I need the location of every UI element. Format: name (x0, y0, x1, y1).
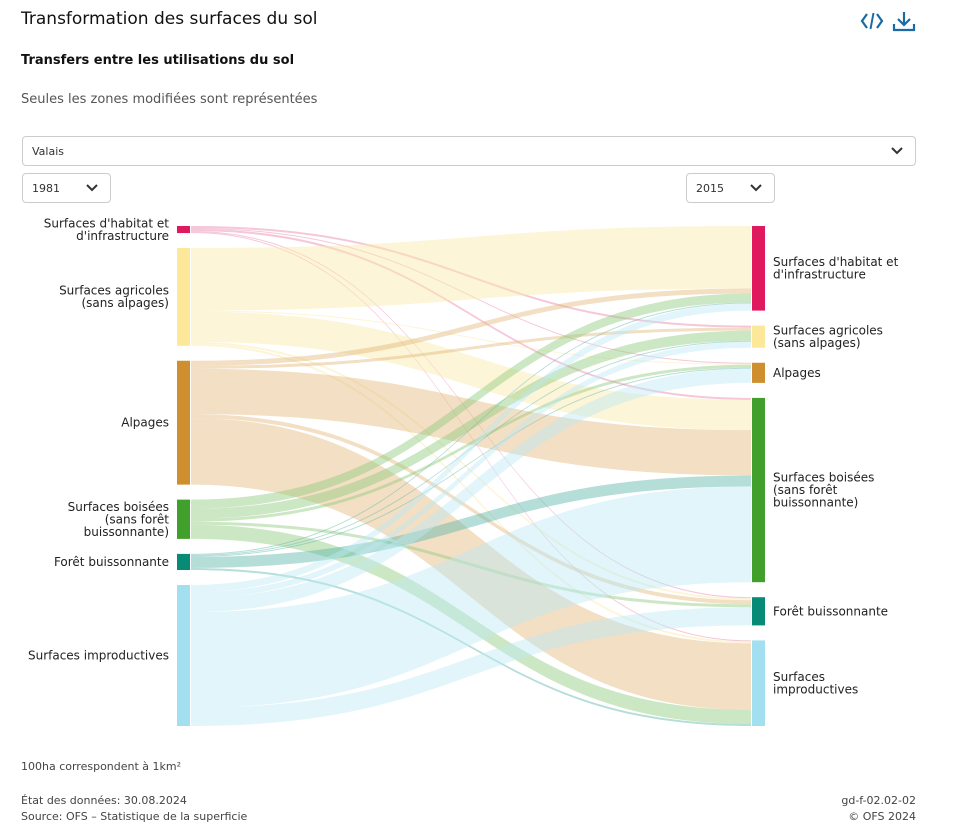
sankey-link-impr-to-alp[interactable] (191, 368, 751, 613)
node-label-left-agr: Surfaces agricoles (sans alpages) (59, 284, 169, 311)
year-from-value: 1981 (32, 181, 60, 195)
node-label-right-alp: Alpages (773, 366, 821, 380)
sankey-link-fb-to-hab[interactable] (191, 302, 751, 555)
toolbar (859, 9, 917, 33)
sankey-node-right-agr[interactable] (752, 325, 765, 348)
node-label-right-fb: Forêt buissonnante (773, 604, 888, 618)
sankey-node-right-impr[interactable] (752, 640, 765, 726)
sankey-link-impr-to-agr[interactable] (191, 341, 751, 599)
year-to-select[interactable]: 2015 (686, 173, 775, 203)
node-label-left-impr: Surfaces improductives (28, 649, 169, 663)
sankey-link-fb-to-agr[interactable] (191, 340, 751, 556)
sankey-node-left-agr[interactable] (177, 248, 190, 346)
sankey-node-right-alp[interactable] (752, 362, 765, 383)
sankey-node-left-fb[interactable] (177, 553, 190, 571)
sankey-link-hab-to-alp[interactable] (191, 228, 751, 364)
sankey-link-agr-to-alp[interactable] (191, 310, 751, 365)
sankey-link-hab-to-impr[interactable] (191, 232, 751, 642)
sankey-link-impr-to-bois[interactable] (191, 486, 751, 708)
node-label-left-fb: Forêt buissonnante (54, 555, 169, 569)
sankey-link-agr-to-fb[interactable] (191, 341, 751, 601)
year-to-value: 2015 (696, 181, 724, 195)
sankey-link-bois-to-alp[interactable] (191, 364, 751, 522)
sankey-link-fb-to-impr[interactable] (191, 567, 751, 726)
download-icon[interactable] (891, 9, 917, 33)
year-from-select[interactable]: 1981 (22, 173, 111, 203)
sankey-link-bois-to-agr[interactable] (191, 330, 751, 519)
embed-code-icon[interactable] (859, 9, 885, 33)
sankey-link-alp-to-bois[interactable] (191, 368, 751, 476)
source: Source: OFS – Statistique de la superfic… (21, 810, 248, 823)
sankey-link-alp-to-agr[interactable] (191, 327, 751, 369)
sankey-link-hab-to-fb[interactable] (191, 231, 751, 599)
sankey-link-agr-to-hab[interactable] (191, 226, 751, 311)
sankey-node-right-bois[interactable] (752, 397, 765, 583)
node-label-left-bois: Surfaces boisées (sans forêt buissonnante) (68, 500, 170, 539)
sankey-link-impr-to-fb[interactable] (191, 607, 751, 726)
sankey-link-fb-to-bois[interactable] (191, 475, 751, 568)
sankey-node-left-hab[interactable] (177, 226, 190, 234)
sankey-link-hab-to-bois[interactable] (191, 229, 751, 400)
page-title: Transformation des surfaces du sol (21, 9, 318, 29)
footer-right: gd-f-02.02-02 © OFS 2024 (841, 793, 916, 825)
sankey-link-bois-to-hab[interactable] (191, 293, 751, 509)
chart-code: gd-f-02.02-02 (841, 794, 916, 807)
region-select[interactable]: Valais (22, 136, 916, 166)
copyright: © OFS 2024 (848, 810, 916, 823)
node-label-right-hab: Surfaces d'habitat et d'infrastructure (773, 255, 899, 282)
sankey-link-alp-to-hab[interactable] (191, 288, 751, 366)
data-state: État des données: 30.08.2024 (21, 794, 187, 807)
sankey-link-alp-to-fb[interactable] (191, 414, 751, 605)
sankey-link-hab-to-agr[interactable] (191, 226, 751, 328)
region-select-value: Valais (32, 144, 64, 158)
sankey-node-right-hab[interactable] (752, 226, 765, 311)
footer-left: État des données: 30.08.2024 Source: OFS… (21, 793, 247, 825)
node-label-right-agr: Surfaces agricoles (sans alpages) (773, 323, 883, 350)
chart-subtitle: Transfers entre les utilisations du sol (21, 53, 295, 68)
sankey-chart: Surfaces d'habitat et d'infrastructure Sur… (28, 216, 899, 726)
chart-note: Seules les zones modifiées sont représen… (21, 92, 318, 107)
node-label-right-bois: Surfaces boisées (sans forêt buissonnante) (773, 471, 874, 510)
sankey-links (191, 226, 751, 726)
unit-note: 100ha correspondent à 1km² (21, 760, 182, 773)
sankey-link-agr-to-impr[interactable] (191, 343, 751, 644)
sankey-link-bois-to-impr[interactable] (191, 524, 751, 724)
sankey-node-left-impr[interactable] (177, 585, 190, 726)
sankey-node-left-bois[interactable] (177, 499, 190, 539)
chevron-down-icon (891, 147, 903, 155)
chevron-down-icon (750, 184, 762, 192)
node-label-left-hab: Surfaces d'habitat et d'infrastructure (44, 216, 170, 242)
sankey-link-agr-to-bois[interactable] (191, 311, 751, 431)
sankey-node-right-fb[interactable] (752, 597, 765, 626)
sankey-link-fb-to-alp[interactable] (191, 367, 751, 557)
chevron-down-icon (86, 184, 98, 192)
node-label-right-impr: Surfaces improductives (773, 670, 858, 697)
sankey-node-left-alp[interactable] (177, 360, 190, 485)
sankey-link-impr-to-hab[interactable] (191, 303, 751, 593)
sankey-link-bois-to-fb[interactable] (191, 521, 751, 608)
sankey-link-alp-to-impr[interactable] (191, 418, 751, 710)
node-label-left-alp: Alpages (121, 416, 169, 430)
